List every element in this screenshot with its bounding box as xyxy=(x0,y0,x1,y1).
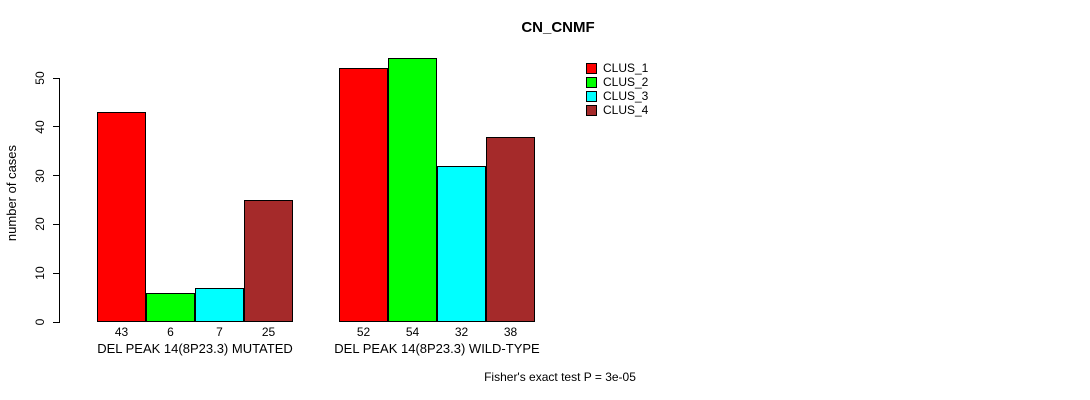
bar-value-label: 7 xyxy=(216,325,223,339)
y-axis-tick xyxy=(53,223,60,225)
bar-value-label: 32 xyxy=(454,325,469,339)
y-axis-tick xyxy=(53,126,60,128)
y-axis-tick-label: 30 xyxy=(33,168,47,183)
bar-value-label: 54 xyxy=(405,325,420,339)
bar-clus_2-group2 xyxy=(388,58,437,322)
y-axis-tick xyxy=(53,175,60,177)
bar-clus_3-group2 xyxy=(437,166,486,322)
bar-clus_1-group2 xyxy=(339,68,388,322)
legend-label-clus_4: CLUS_4 xyxy=(603,103,649,117)
legend-swatch-clus_3 xyxy=(586,91,597,102)
legend-label-clus_3: CLUS_3 xyxy=(603,89,649,103)
bar-value-label: 38 xyxy=(503,325,518,339)
group-label: DEL PEAK 14(8P23.3) WILD-TYPE xyxy=(334,341,540,356)
bar-value-label: 43 xyxy=(114,325,129,339)
y-axis-title: number of cases xyxy=(4,144,19,242)
y-axis-tick-label: 50 xyxy=(33,71,47,85)
y-axis-tick xyxy=(53,321,60,323)
bar-value-label: 6 xyxy=(167,325,174,339)
bar-value-label: 25 xyxy=(261,325,276,339)
bar-clus_3-group1 xyxy=(195,288,244,322)
y-axis-tick xyxy=(53,77,60,79)
bar-clus_1-group1 xyxy=(97,112,146,322)
legend-label-clus_1: CLUS_1 xyxy=(603,61,649,75)
y-axis-tick xyxy=(53,272,60,274)
legend-swatch-clus_1 xyxy=(586,63,597,74)
bar-clus_4-group1 xyxy=(244,200,293,322)
legend-swatch-clus_4 xyxy=(586,105,597,116)
legend-label-clus_2: CLUS_2 xyxy=(603,75,649,89)
y-axis-line xyxy=(59,78,60,323)
y-axis-tick-label: 40 xyxy=(33,120,47,134)
y-axis-tick-label: 10 xyxy=(33,266,47,280)
annotation-fishers-test: Fisher's exact test P = 3e-05 xyxy=(484,370,636,384)
bar-value-label: 52 xyxy=(356,325,371,339)
bar-clus_4-group2 xyxy=(486,137,535,322)
y-axis-tick-label: 0 xyxy=(33,318,47,326)
bar-clus_2-group1 xyxy=(146,293,195,322)
group-label: DEL PEAK 14(8P23.3) MUTATED xyxy=(97,341,293,356)
legend-swatch-clus_2 xyxy=(586,77,597,88)
y-axis-tick-label: 20 xyxy=(33,217,47,232)
chart-title: CN_CNMF xyxy=(521,19,595,36)
